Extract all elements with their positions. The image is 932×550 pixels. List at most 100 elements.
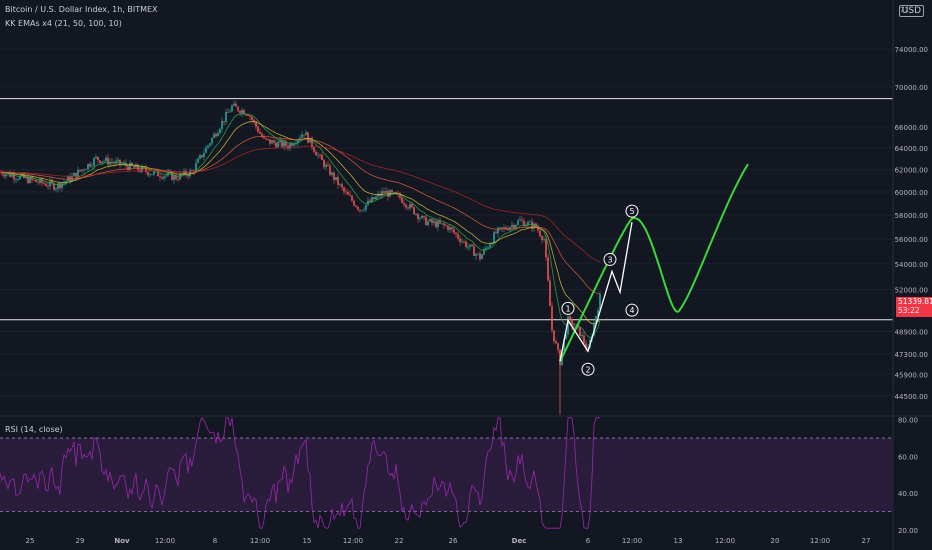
- candle-body: [433, 221, 435, 223]
- candle-body: [13, 174, 15, 180]
- candle-body: [427, 221, 429, 226]
- candle-body: [467, 246, 469, 248]
- candle-body: [469, 244, 471, 247]
- candle-body: [329, 165, 331, 175]
- candle-body: [53, 183, 55, 190]
- candle-body: [493, 232, 495, 243]
- candle-body: [321, 154, 323, 161]
- candle-body: [99, 160, 101, 163]
- candle-body: [209, 143, 211, 146]
- candle-body: [221, 121, 223, 130]
- candle-body: [443, 223, 445, 226]
- candle-body: [107, 157, 109, 165]
- candle-body: [281, 140, 283, 147]
- candle-body: [203, 152, 205, 158]
- candle-body: [91, 165, 93, 167]
- candle-body: [313, 147, 315, 152]
- candle-body: [447, 225, 449, 230]
- candle-body: [309, 137, 311, 143]
- x-tick-label: 26: [449, 537, 458, 545]
- candle-body: [219, 129, 221, 133]
- candle-body: [89, 163, 91, 167]
- candle-body: [401, 197, 403, 203]
- candle-body: [243, 110, 245, 115]
- candle-body: [465, 241, 467, 248]
- x-tick-label: 20: [771, 537, 780, 545]
- candle-body: [191, 170, 193, 172]
- candle-body: [405, 204, 407, 208]
- candle-body: [353, 200, 355, 206]
- candle-body: [229, 111, 231, 113]
- candle-body: [1, 171, 3, 175]
- candle-body: [525, 225, 527, 227]
- y-tick-label: 74000.00: [895, 46, 928, 54]
- ema-line: [0, 145, 601, 263]
- candle-body: [137, 164, 139, 170]
- candle-body: [571, 319, 573, 327]
- candle-body: [395, 192, 397, 194]
- x-tick-label: 29: [76, 537, 85, 545]
- x-tick-label: 25: [26, 537, 35, 545]
- candle-body: [557, 343, 559, 350]
- candle-body: [479, 253, 481, 260]
- candle-body: [455, 232, 457, 235]
- candle-body: [275, 142, 277, 148]
- candle-body: [109, 161, 111, 165]
- candle-body: [369, 200, 371, 202]
- candle-body: [385, 190, 387, 193]
- candle-body: [335, 176, 337, 180]
- candle-body: [35, 179, 37, 183]
- currency-button[interactable]: USD: [898, 5, 924, 17]
- candle-body: [251, 116, 253, 120]
- candle-body: [103, 160, 105, 162]
- candle-body: [597, 310, 599, 317]
- candle-body: [555, 341, 557, 344]
- candle-body: [453, 229, 455, 233]
- candle-body: [541, 235, 543, 240]
- candle-body: [539, 230, 541, 236]
- candle-body: [481, 254, 483, 260]
- candle-body: [233, 103, 235, 106]
- candle-body: [391, 190, 393, 193]
- x-tick-label: 12:00: [810, 537, 830, 545]
- projection-curve: [559, 163, 749, 362]
- candle-body: [379, 193, 381, 196]
- candle-body: [213, 134, 215, 139]
- candle-body: [341, 184, 343, 188]
- candle-body: [187, 175, 189, 177]
- candle-body: [95, 156, 97, 159]
- candle-body: [183, 170, 185, 175]
- candle-body: [435, 221, 437, 228]
- candle-body: [197, 158, 199, 163]
- candle-body: [149, 174, 151, 176]
- candle-body: [223, 121, 225, 122]
- candle-body: [361, 210, 363, 212]
- candle-body: [17, 179, 19, 181]
- candle-body: [339, 184, 341, 185]
- candle-body: [417, 213, 419, 220]
- candle-body: [431, 219, 433, 223]
- candle-body: [85, 169, 87, 171]
- candle-body: [519, 219, 521, 221]
- candle-body: [331, 172, 333, 175]
- candle-body: [299, 137, 301, 140]
- candle-body: [451, 227, 453, 230]
- y-tick-label: 66000.00: [895, 124, 928, 132]
- candle-body: [333, 172, 335, 180]
- candle-body: [195, 162, 197, 172]
- candle-body: [129, 162, 131, 170]
- y-tick-label: 44500.00: [895, 393, 928, 401]
- candle-body: [271, 140, 273, 144]
- candle-body: [285, 141, 287, 147]
- candle-body: [25, 176, 27, 179]
- candle-body: [57, 183, 59, 189]
- x-tick-label: 27: [862, 537, 871, 545]
- candle-body: [403, 202, 405, 205]
- candle-body: [415, 213, 417, 215]
- candle-body: [507, 229, 509, 231]
- candle-body: [193, 170, 195, 172]
- candle-body: [153, 171, 155, 175]
- candle-body: [445, 225, 447, 227]
- y-tick-label: 60000.00: [895, 189, 928, 197]
